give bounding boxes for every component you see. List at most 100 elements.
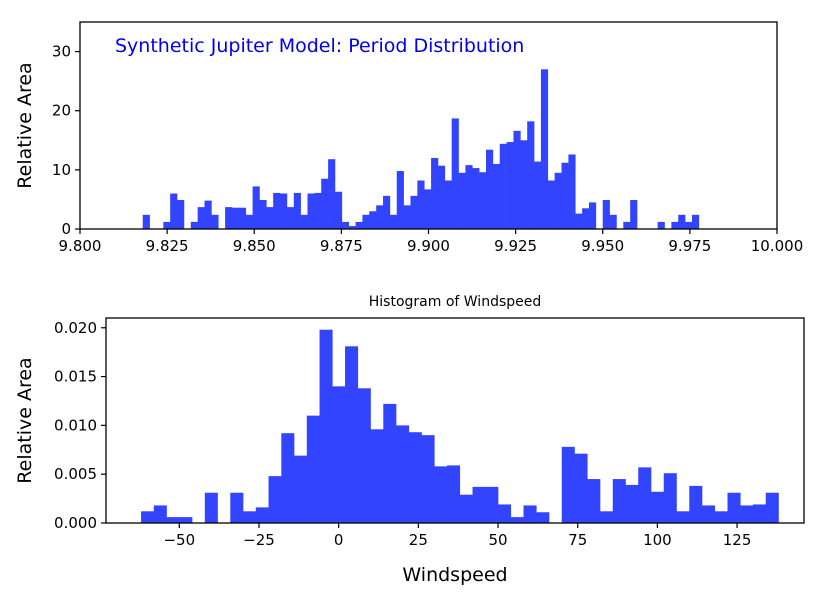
histogram-bar bbox=[561, 446, 575, 523]
histogram-bar bbox=[280, 193, 288, 229]
histogram-bar bbox=[447, 465, 461, 523]
x-axis-label: Windspeed bbox=[402, 564, 507, 586]
histogram-bar bbox=[417, 180, 425, 229]
period-histogram-chart: 9.800 9.825 9.850 9.875 9.900 9.925 9.950 9.975… bbox=[14, 21, 804, 255]
histogram-bar bbox=[142, 214, 150, 229]
histogram-bar bbox=[534, 161, 542, 229]
x-tick-label: 75 bbox=[568, 531, 587, 549]
histogram-bar bbox=[204, 492, 218, 523]
histogram-bar bbox=[273, 192, 281, 229]
histogram-bar bbox=[714, 511, 728, 523]
histogram-bar bbox=[211, 214, 219, 229]
histogram-bar bbox=[536, 512, 550, 523]
histogram-bar bbox=[685, 221, 693, 229]
histogram-bar bbox=[243, 511, 257, 523]
histogram-bar bbox=[370, 429, 384, 523]
histogram-bar bbox=[437, 165, 446, 229]
chart-title: Synthetic Jupiter Model: Period Distribu… bbox=[115, 35, 524, 57]
y-axis-label: Relative Area bbox=[14, 62, 36, 188]
histogram-bar bbox=[204, 200, 212, 229]
histogram-bar bbox=[740, 505, 754, 523]
histogram-bar bbox=[602, 200, 610, 229]
histogram-bar bbox=[231, 207, 240, 229]
histogram-bar bbox=[765, 492, 779, 523]
y-tick-label: 0 bbox=[61, 220, 71, 238]
y-tick-label: 30 bbox=[52, 43, 71, 61]
histogram-bar bbox=[281, 433, 295, 523]
histogram-bar bbox=[225, 207, 233, 229]
histogram-bar bbox=[355, 221, 363, 229]
histogram-bar bbox=[472, 486, 486, 523]
x-tick-label: −25 bbox=[243, 531, 275, 549]
histogram-bar bbox=[671, 221, 679, 229]
histogram-bar bbox=[408, 432, 422, 523]
histogram-bar bbox=[547, 180, 555, 229]
histogram-bar bbox=[630, 200, 638, 229]
histogram-bar bbox=[638, 467, 652, 523]
histogram-bar bbox=[510, 517, 524, 523]
histogram-bar bbox=[513, 130, 521, 229]
histogram-bar bbox=[434, 466, 448, 523]
histogram-bar bbox=[170, 193, 178, 229]
histogram-bar bbox=[396, 425, 410, 523]
x-tick-label: 100 bbox=[643, 531, 672, 549]
histogram-bar bbox=[238, 207, 247, 229]
y-tick-label: 20 bbox=[52, 102, 71, 120]
histogram-bar bbox=[575, 213, 583, 229]
histogram-bar bbox=[523, 505, 537, 523]
histogram-bar bbox=[389, 214, 398, 229]
histogram-bar bbox=[319, 329, 333, 523]
x-tick-label: 9.825 bbox=[146, 237, 189, 255]
histogram-bar bbox=[294, 455, 308, 523]
histogram-bar bbox=[306, 415, 320, 523]
y-tick-label: 10 bbox=[52, 161, 71, 179]
bars bbox=[141, 329, 779, 523]
histogram-bar bbox=[691, 214, 700, 229]
histogram-bar bbox=[424, 189, 432, 229]
histogram-bar bbox=[479, 172, 487, 229]
histogram-bar bbox=[520, 140, 528, 229]
histogram-bar bbox=[369, 211, 377, 229]
histogram-bar bbox=[625, 484, 639, 523]
histogram-bar bbox=[588, 202, 597, 229]
histogram-bar bbox=[197, 207, 205, 229]
histogram-bar bbox=[293, 192, 301, 229]
histogram-bar bbox=[286, 207, 295, 229]
histogram-bar bbox=[527, 121, 535, 229]
histogram-bar bbox=[383, 195, 391, 229]
x-tick-label: 50 bbox=[488, 531, 507, 549]
histogram-bar bbox=[609, 214, 617, 229]
histogram-bar bbox=[230, 492, 244, 523]
histogram-bar bbox=[459, 494, 473, 523]
histogram-bar bbox=[678, 214, 686, 229]
histogram-bar bbox=[166, 517, 180, 523]
histogram-bar bbox=[651, 491, 665, 523]
histogram-bar bbox=[568, 154, 576, 229]
histogram-bar bbox=[486, 149, 494, 229]
histogram-bar bbox=[458, 172, 466, 229]
histogram-bar bbox=[383, 403, 397, 523]
histogram-bar bbox=[451, 118, 459, 229]
histogram-bar bbox=[141, 511, 155, 523]
histogram-bar bbox=[492, 163, 501, 229]
histogram-bar bbox=[574, 453, 588, 523]
y-tick-label: 0.000 bbox=[54, 514, 97, 532]
bars bbox=[142, 69, 700, 229]
histogram-bar bbox=[702, 505, 716, 523]
histogram-bar bbox=[245, 214, 253, 229]
y-tick-label: 0.010 bbox=[54, 416, 97, 434]
x-tick-label: 125 bbox=[723, 531, 752, 549]
x-tick-label: 9.950 bbox=[581, 237, 624, 255]
histogram-bar bbox=[328, 159, 336, 229]
histogram-bar bbox=[657, 221, 665, 229]
x-tick-label: 10.000 bbox=[751, 237, 804, 255]
windspeed-histogram-chart: −50 −25 0 25 50 75 100 125 0.000 0.005 0.010 0.015 0… bbox=[14, 294, 805, 586]
histogram-bar bbox=[163, 221, 171, 229]
histogram-bar bbox=[334, 191, 343, 229]
histogram-bar bbox=[612, 479, 626, 523]
histogram-bar bbox=[177, 200, 185, 229]
x-tick-label: 9.975 bbox=[668, 237, 711, 255]
histogram-bar bbox=[410, 195, 418, 229]
histogram-bar bbox=[472, 168, 480, 229]
